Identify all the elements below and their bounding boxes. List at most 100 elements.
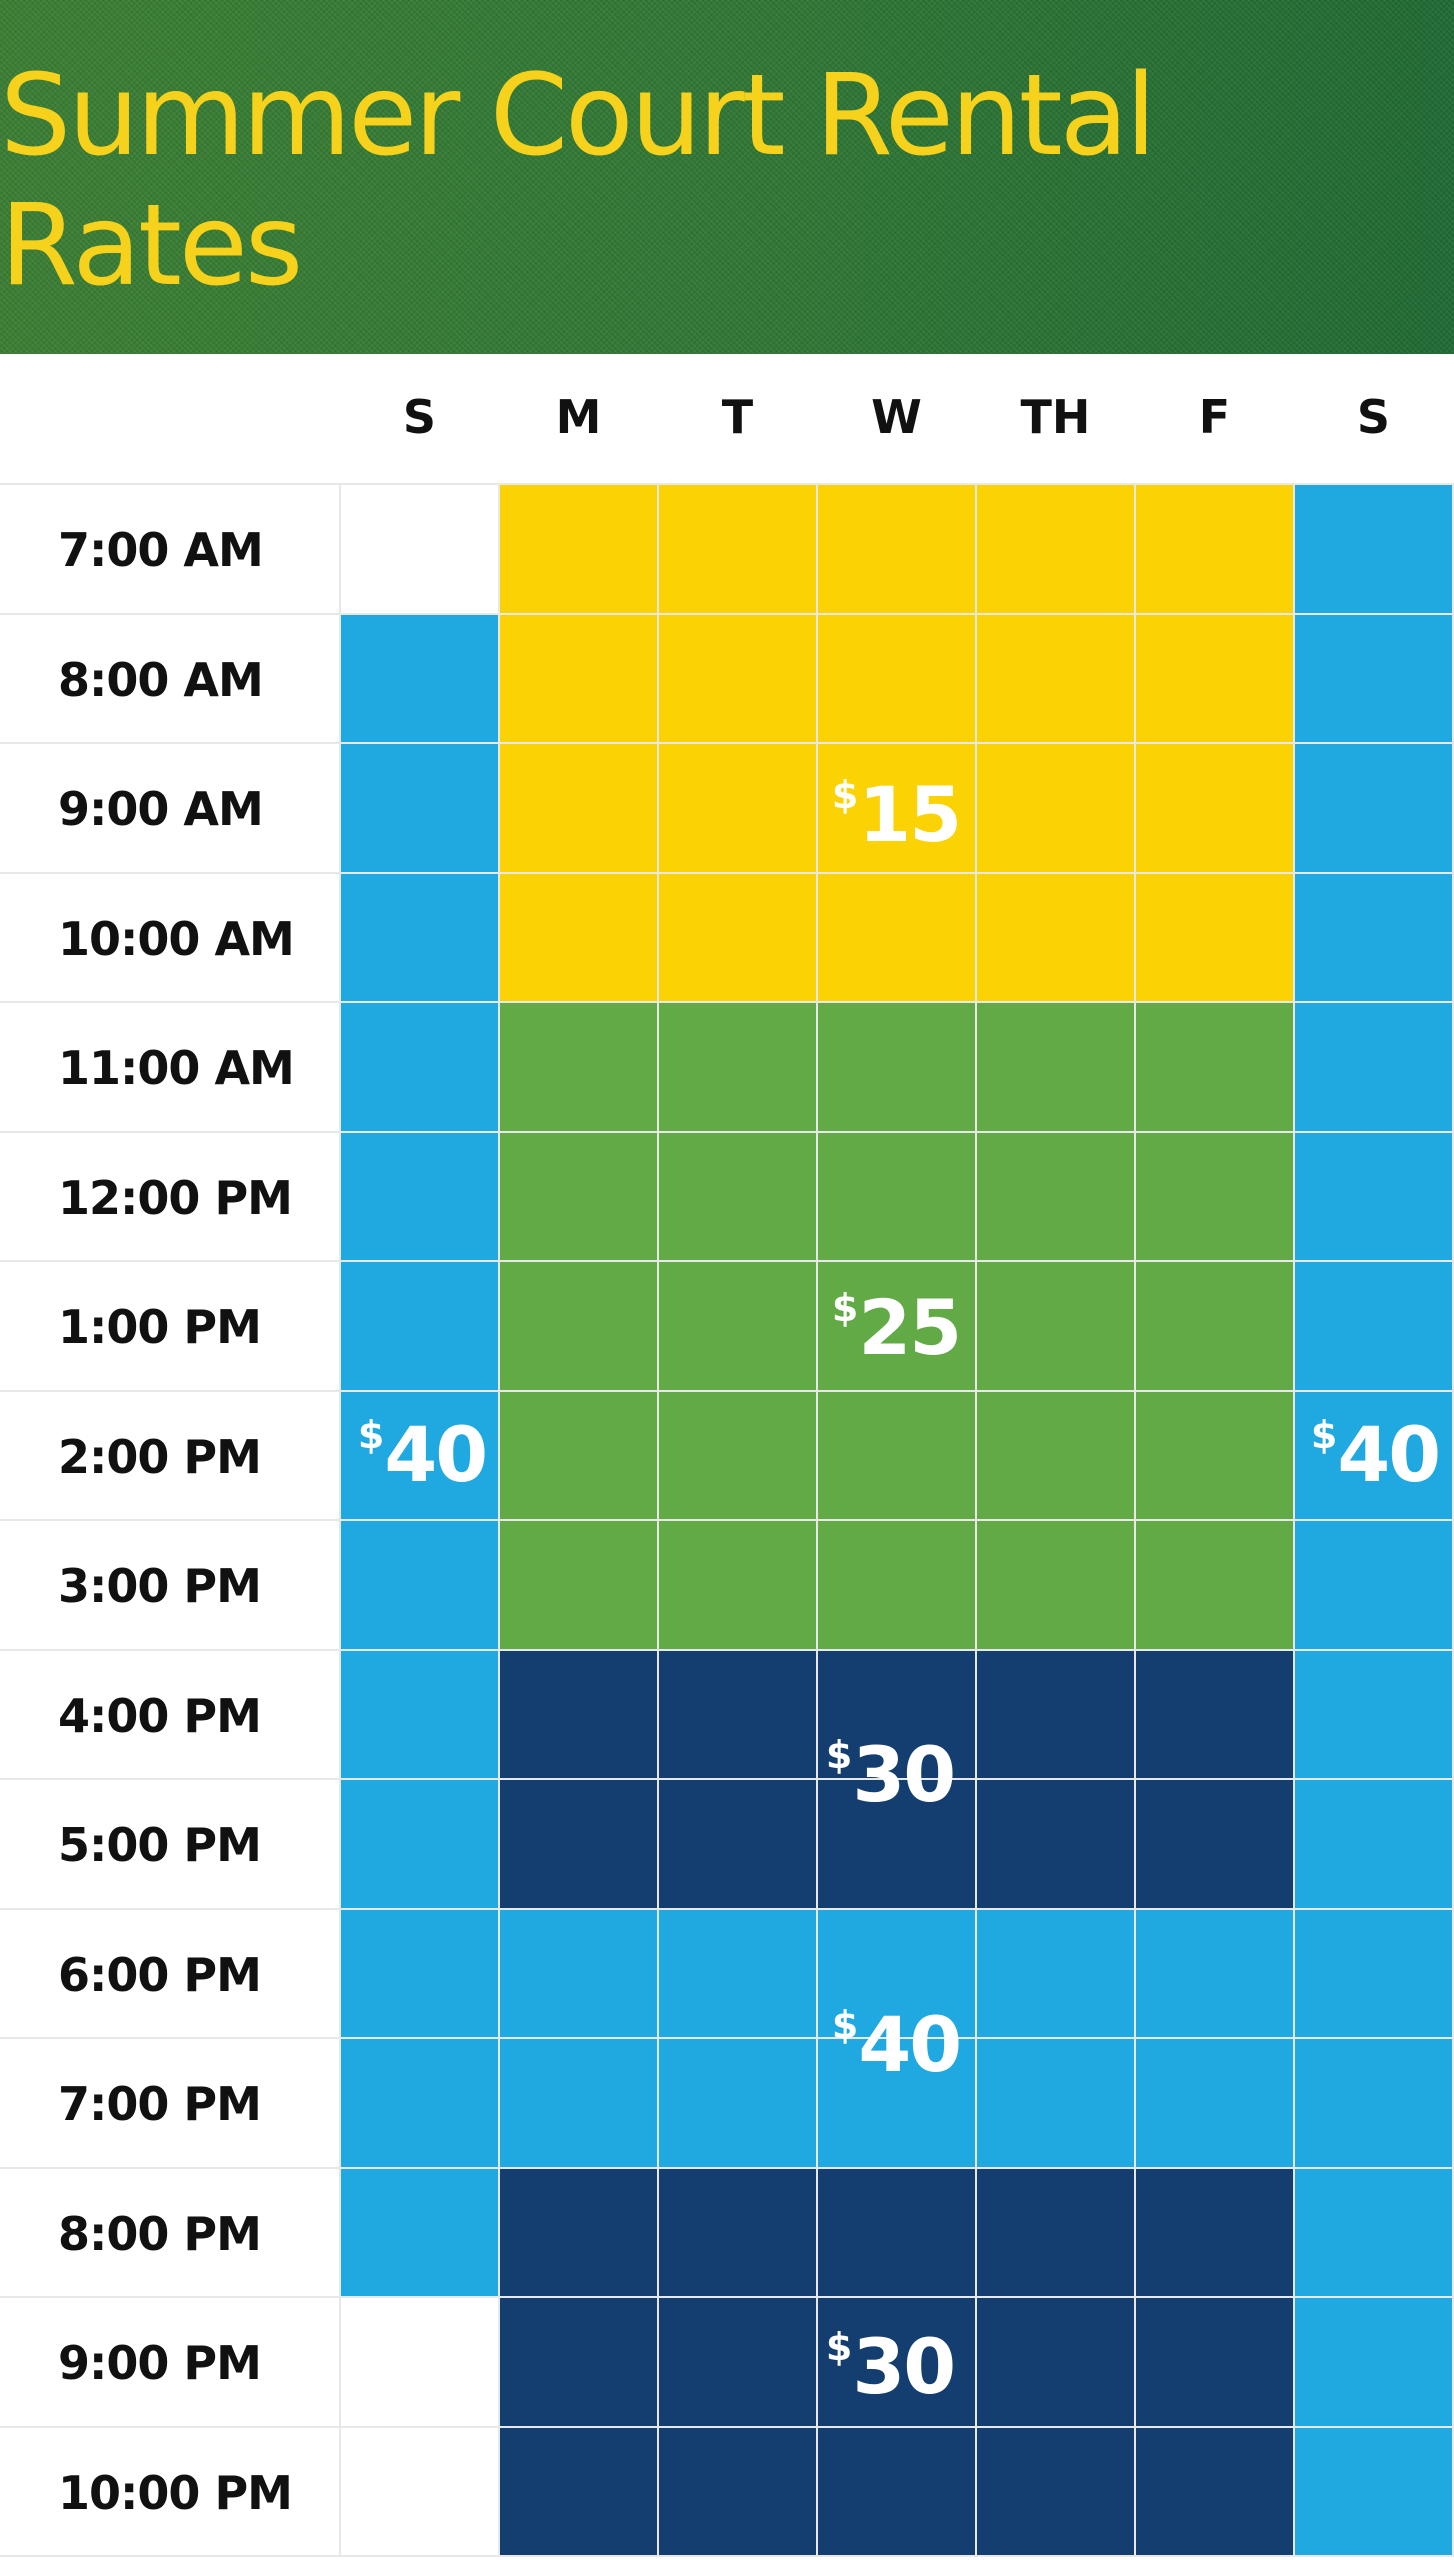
rate-cell <box>340 2167 499 2298</box>
rate-cell <box>976 743 1135 873</box>
rate-cell <box>976 1779 1135 1909</box>
rate-cell <box>1135 2426 1294 2557</box>
rate-cell <box>817 2426 976 2557</box>
rate-cell <box>658 872 817 1003</box>
rate-cell <box>658 1131 817 1262</box>
rate-cell <box>499 484 658 614</box>
rate-cell <box>1294 1131 1453 1262</box>
price-amount: 30 <box>852 2322 956 2411</box>
rate-cell <box>1135 1261 1294 1391</box>
day-header-thursday: TH <box>1020 390 1091 444</box>
column-divider <box>657 484 659 2556</box>
row-divider <box>0 483 1454 485</box>
rate-cell <box>976 484 1135 614</box>
rate-cell <box>817 1002 976 1132</box>
rate-cell <box>658 743 817 873</box>
row-divider <box>0 1649 1454 1651</box>
rate-cell <box>340 2426 499 2557</box>
rate-cell <box>976 1131 1135 1262</box>
rate-cell <box>499 2426 658 2557</box>
rate-cell <box>1135 2038 1294 2168</box>
rate-cell <box>340 613 499 744</box>
time-label: 9:00 AM <box>58 782 264 836</box>
rate-cell <box>499 872 658 1003</box>
rate-cell <box>1135 484 1294 614</box>
price-amount: 40 <box>384 1410 488 1499</box>
rate-cell <box>817 2167 976 2298</box>
row-divider <box>0 742 1454 744</box>
price-symbol: $ <box>831 773 858 817</box>
rate-cell <box>499 1520 658 1650</box>
price-symbol: $ <box>825 1733 852 1777</box>
row-divider <box>0 1260 1454 1262</box>
rate-cell <box>499 613 658 744</box>
rate-cell <box>1294 872 1453 1003</box>
rate-cell <box>976 1002 1135 1132</box>
row-divider <box>0 1778 1454 1780</box>
rate-cell <box>340 1779 499 1909</box>
day-header-saturday: S <box>1356 390 1391 444</box>
rate-cell <box>340 872 499 1003</box>
row-divider <box>0 2555 1454 2557</box>
rate-cell <box>1135 872 1294 1003</box>
rate-cell <box>1135 613 1294 744</box>
rate-cell <box>340 1131 499 1262</box>
rate-cell <box>658 1649 817 1780</box>
rate-cell <box>658 1520 817 1650</box>
rate-cell <box>976 2426 1135 2557</box>
rate-cell <box>1135 1779 1294 1909</box>
column-divider <box>498 484 500 2556</box>
rate-cell <box>976 1520 1135 1650</box>
time-label: 6:00 PM <box>58 1947 262 2002</box>
rate-cell <box>1294 613 1453 744</box>
rate-cell <box>817 1131 976 1262</box>
rate-cell <box>340 1390 499 1521</box>
price-symbol: $ <box>831 1286 858 1330</box>
column-divider <box>975 484 977 2556</box>
time-label: 10:00 AM <box>58 911 295 966</box>
rate-cell <box>499 1649 658 1780</box>
rate-cell <box>817 872 976 1003</box>
rate-cell <box>658 1779 817 1909</box>
price-symbol: $ <box>825 2325 852 2369</box>
rate-cell <box>1294 2426 1453 2557</box>
rate-cell <box>1294 1908 1453 2039</box>
time-label: 9:00 PM <box>58 2336 262 2390</box>
rate-cell <box>1294 2167 1453 2298</box>
rate-cell <box>1294 1649 1453 1780</box>
rate-cell <box>658 613 817 744</box>
rate-cell <box>1294 1002 1453 1132</box>
column-divider <box>816 484 818 2556</box>
rate-cell <box>1135 1520 1294 1650</box>
rate-cell <box>1294 484 1453 614</box>
rate-cell <box>340 1520 499 1650</box>
time-label: 5:00 PM <box>58 1818 262 1872</box>
rate-cell <box>499 1908 658 2039</box>
rate-cell <box>976 1908 1135 2039</box>
rate-cell <box>1135 1131 1294 1262</box>
rate-cell <box>1294 743 1453 873</box>
rate-cell <box>340 2297 499 2427</box>
row-divider <box>0 2296 1454 2298</box>
day-header-monday: M <box>555 390 602 444</box>
rate-cell <box>1294 2038 1453 2168</box>
time-label: 12:00 PM <box>58 1170 293 1225</box>
price-weekday-morning: $15 <box>832 773 962 853</box>
price-amount: 30 <box>852 1730 956 1819</box>
rate-cell <box>1294 1779 1453 1909</box>
time-label: 4:00 PM <box>58 1688 262 1743</box>
rate-cell <box>976 2038 1135 2168</box>
row-divider <box>0 2037 1454 2039</box>
time-label: 8:00 PM <box>58 2206 262 2261</box>
price-symbol: $ <box>1310 1413 1337 1457</box>
day-header-tuesday: T <box>721 390 754 444</box>
rate-cell <box>1135 1908 1294 2039</box>
time-label: 7:00 PM <box>58 2077 262 2131</box>
time-label: 8:00 AM <box>58 652 264 707</box>
rate-cell <box>817 613 976 744</box>
rate-cell <box>340 1261 499 1391</box>
time-label: 2:00 PM <box>58 1429 262 1484</box>
rate-cell <box>658 2038 817 2168</box>
rate-cell <box>499 1390 658 1521</box>
rate-cell <box>499 2038 658 2168</box>
